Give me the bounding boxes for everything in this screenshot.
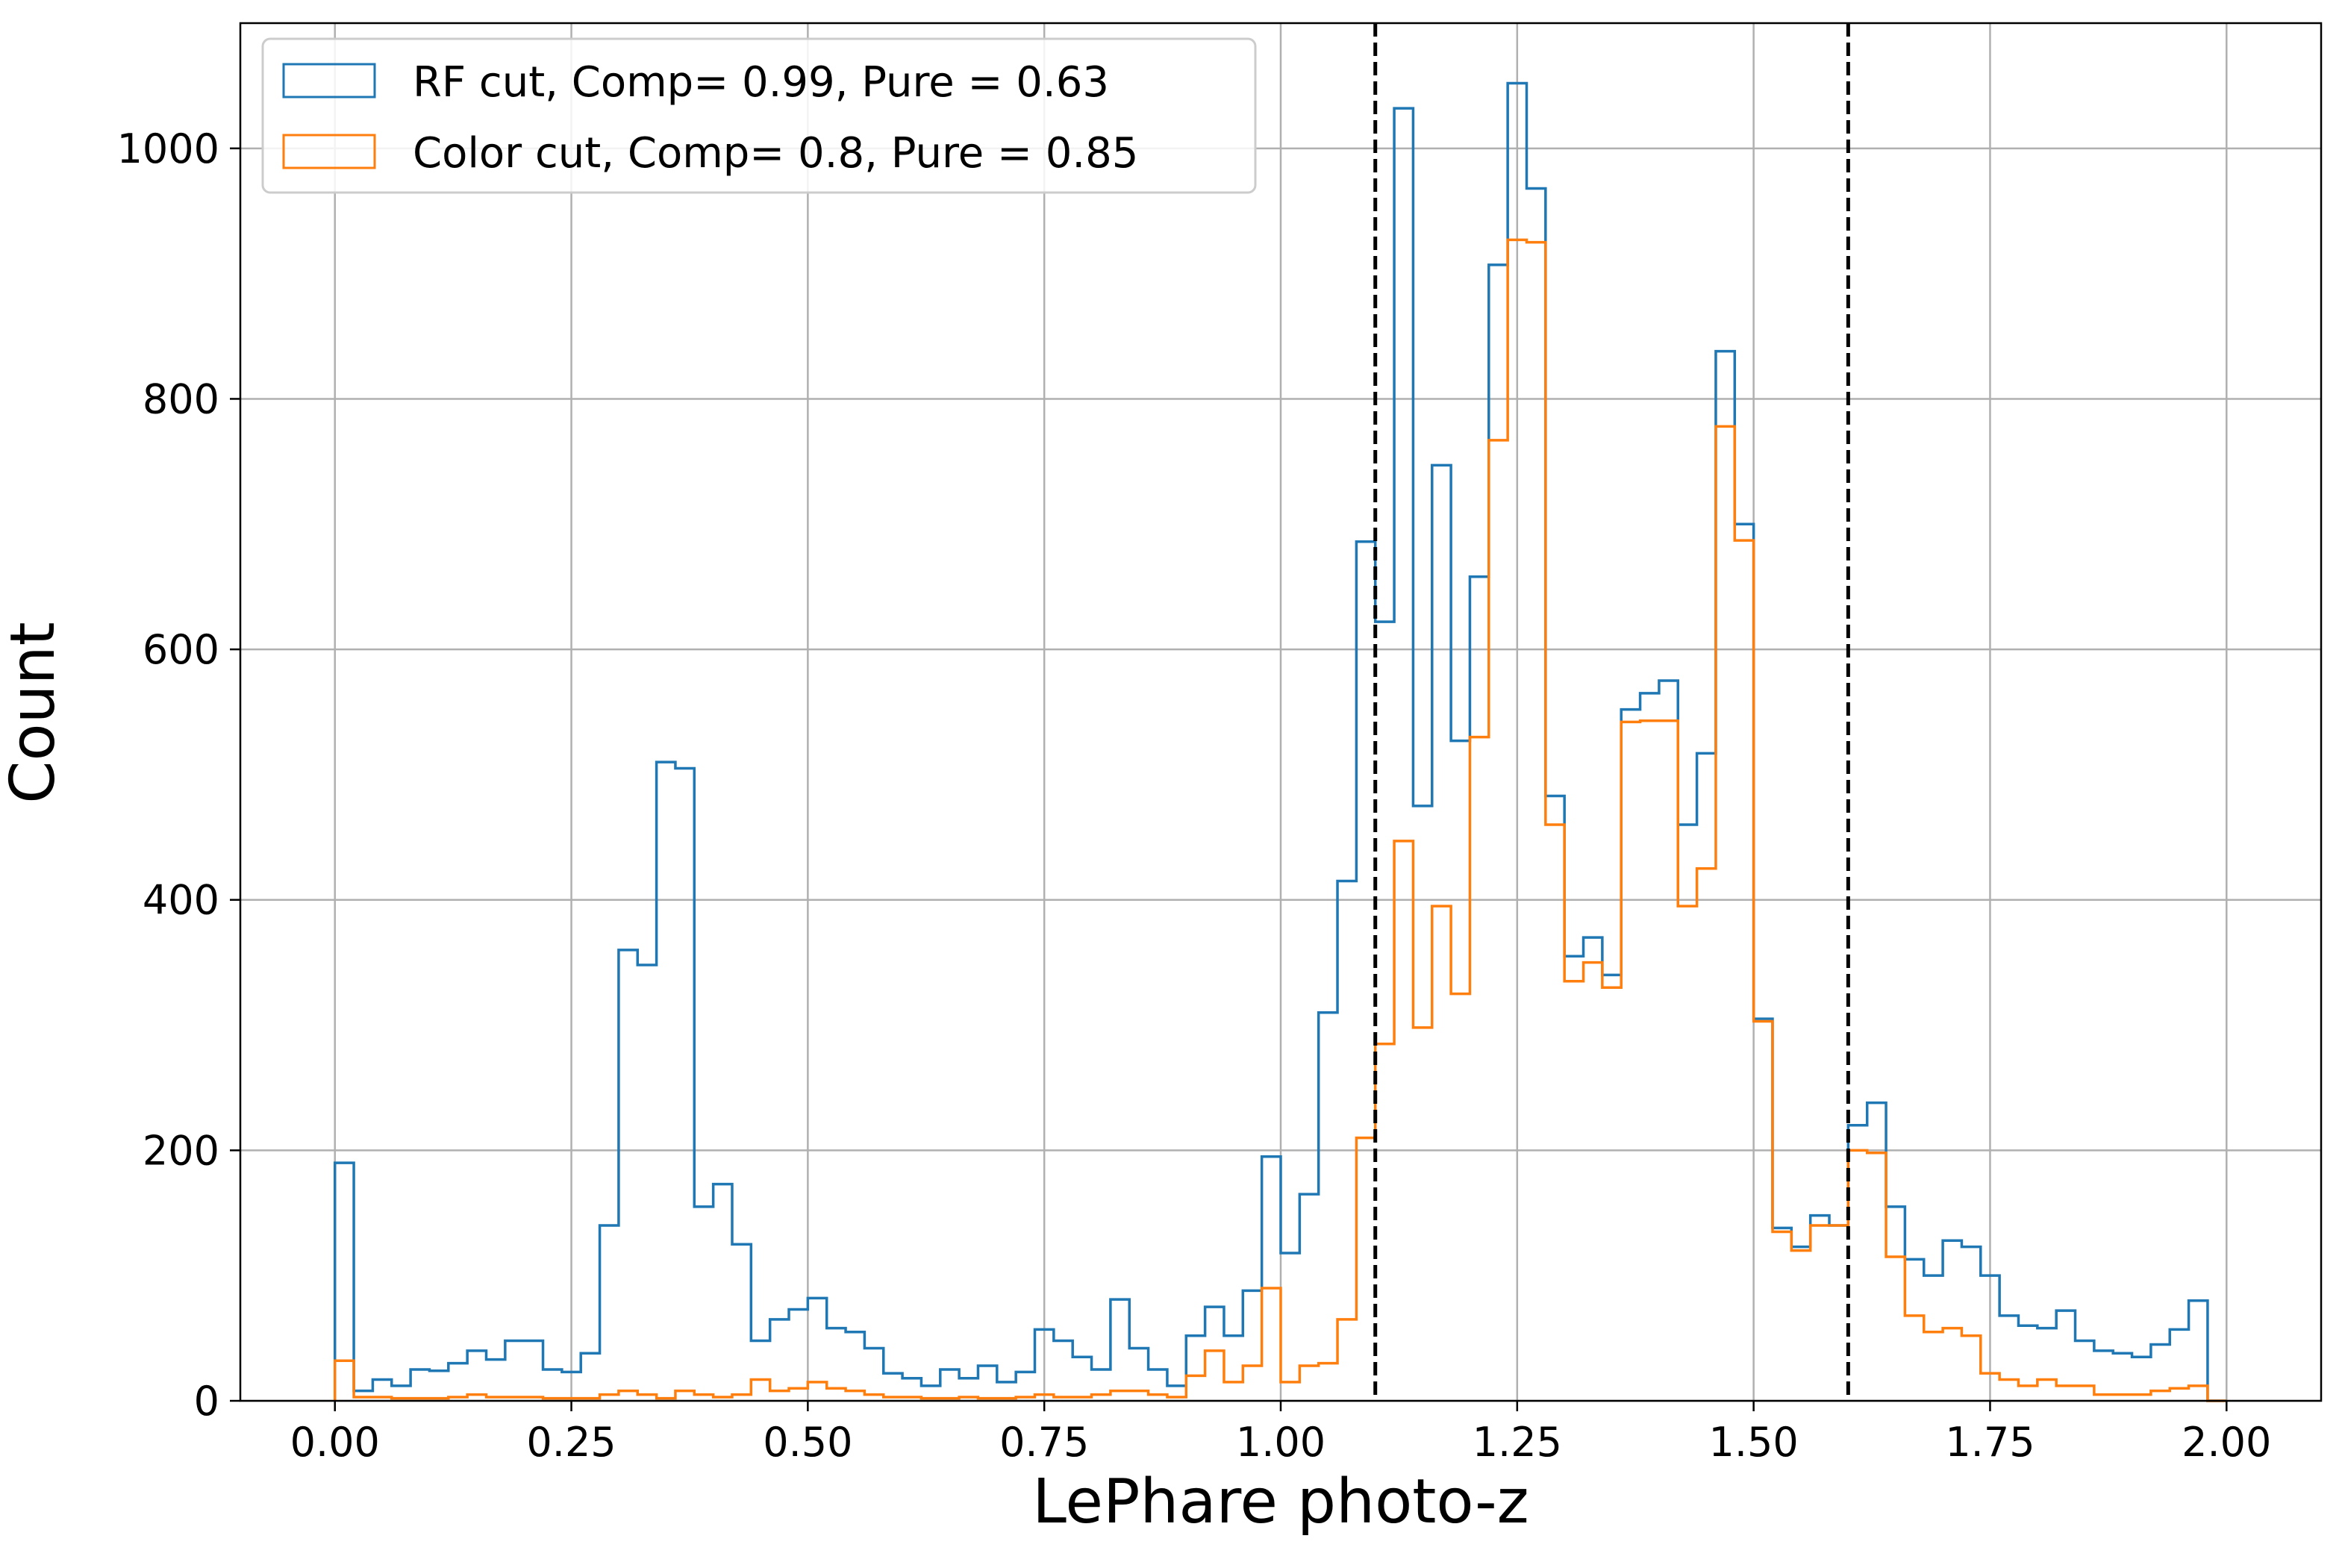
x-tick-label: 0.50 [763,1419,852,1466]
y-axis-label: Count [0,622,69,804]
x-tick-label: 1.25 [1473,1419,1562,1466]
y-tick-label: 800 [143,375,219,422]
x-tick-label: 2.00 [2182,1419,2271,1466]
grid-lines [240,23,2321,1402]
y-tick-label: 1000 [117,125,219,172]
x-tick-label: 0.75 [999,1419,1089,1466]
x-axis-label: LePhare photo-z [1032,1467,1529,1537]
x-tick-label: 1.50 [1709,1419,1799,1466]
y-axis-ticks: 0 200 400 600 800 1000 [117,125,240,1425]
x-tick-label: 0.00 [290,1419,380,1466]
histogram-step-series-color-cut [333,238,2227,1402]
histogram-step-series-rf-cut [333,81,2227,1402]
legend-label-color: Color cut, Comp= 0.8, Pure = 0.85 [413,129,1138,178]
legend-swatch-rf [282,63,376,99]
y-tick-label: 200 [143,1127,219,1174]
y-tick-label: 600 [143,626,219,673]
x-tick-label: 0.25 [526,1419,616,1466]
legend-label-rf: RF cut, Comp= 0.99, Pure = 0.63 [413,58,1109,107]
legend-swatch-color [282,134,376,169]
reference-lines [1373,23,1850,1401]
histogram-series [333,81,2227,1402]
legend-box [261,37,1257,194]
y-tick-label: 400 [143,877,219,924]
legend: RF cut, Comp= 0.99, Pure = 0.63 Color cu… [261,37,1257,194]
x-axis-ticks: 0.00 0.25 0.50 0.75 1.00 1.25 1.50 1.75 2.00 [290,1401,2271,1466]
x-tick-label: 1.75 [1945,1419,2035,1466]
y-tick-label: 0 [194,1378,219,1425]
x-tick-label: 1.00 [1236,1419,1325,1466]
